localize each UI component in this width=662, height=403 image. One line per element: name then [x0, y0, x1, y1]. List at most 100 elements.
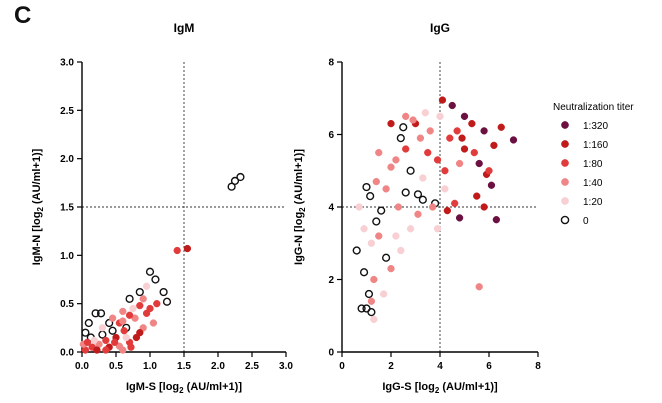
data-point — [360, 225, 368, 233]
panel-letter: C — [14, 2, 32, 29]
data-point — [367, 239, 376, 247]
data-point — [473, 192, 481, 200]
data-point — [394, 203, 403, 211]
data-point — [441, 167, 449, 175]
data-point — [110, 338, 119, 346]
data-point — [108, 314, 117, 322]
data-point — [441, 185, 449, 193]
data-point — [460, 112, 469, 121]
data-point — [490, 141, 498, 150]
data-point — [497, 123, 505, 131]
data-point — [382, 185, 390, 193]
y-axis-title: IgG-N [log2 (AU/ml+1)] — [293, 149, 307, 265]
data-point — [119, 317, 127, 325]
y-tick-label: 0 — [328, 348, 334, 359]
data-point — [159, 287, 168, 297]
data-point — [355, 203, 363, 211]
data-point — [438, 96, 447, 104]
data-point — [387, 163, 395, 171]
legend: Neutralization titer 1:320 1:160 1:80 1:40 1:… — [553, 102, 634, 227]
x-axis-title: IgM-S [log2 (AU/ml+1)] — [126, 381, 242, 395]
data-point — [352, 246, 361, 255]
x-tick-label: 6 — [486, 361, 492, 372]
data-point — [418, 195, 427, 204]
legend-marker — [561, 178, 569, 186]
data-point — [364, 289, 374, 299]
data-point — [230, 176, 240, 186]
data-point — [105, 318, 114, 328]
data-point — [419, 174, 427, 182]
data-point — [480, 127, 488, 135]
data-point — [401, 188, 410, 197]
data-point — [173, 246, 181, 255]
data-point — [392, 156, 400, 164]
data-point — [453, 127, 461, 135]
y-tick-label: 8 — [328, 58, 334, 69]
data-point — [151, 275, 160, 284]
data-point — [119, 346, 127, 354]
data-point — [162, 297, 172, 306]
data-point — [91, 309, 100, 318]
data-point — [455, 159, 464, 168]
y-tick-label: 0.5 — [60, 299, 74, 310]
x-axis-title: IgG-S [log2 (AU/ml+1)] — [382, 381, 498, 395]
data-point — [424, 148, 432, 157]
x-tick-label: 1.0 — [143, 361, 157, 372]
data-point — [446, 134, 454, 142]
data-point — [413, 190, 423, 199]
legend-marker — [560, 215, 570, 225]
y-tick-label: 6 — [328, 130, 334, 141]
data-point — [414, 210, 422, 218]
x-tick-label: 1.5 — [177, 361, 191, 372]
data-point — [183, 244, 192, 253]
data-point — [145, 267, 155, 276]
data-point — [406, 225, 415, 233]
data-point — [480, 203, 488, 211]
data-point — [426, 127, 434, 135]
chart-title: IgM — [174, 21, 195, 35]
data-point — [399, 123, 408, 132]
data-point — [406, 166, 415, 175]
data-point — [475, 283, 483, 291]
y-axis-title: IgM-N [log2 (AU/ml+1)] — [31, 148, 45, 265]
x-tick-label: 3.0 — [279, 361, 293, 372]
data-point — [402, 145, 410, 153]
data-point — [127, 343, 135, 351]
legend-marker — [561, 159, 569, 167]
data-point — [153, 300, 161, 308]
data-point — [362, 182, 371, 192]
data-point — [392, 232, 400, 240]
y-tick-label: 0.0 — [60, 348, 74, 359]
data-point — [402, 112, 410, 121]
data-point — [142, 282, 151, 290]
data-point — [433, 225, 442, 233]
data-point — [366, 192, 375, 201]
data-point — [370, 315, 378, 324]
data-point — [142, 309, 151, 317]
data-point — [102, 346, 110, 354]
data-point — [367, 308, 376, 317]
legend-label: 1:160 — [583, 140, 608, 151]
data-point — [227, 182, 236, 191]
data-point — [375, 148, 383, 157]
x-tick-label: 0.0 — [75, 361, 89, 372]
data-point — [396, 134, 405, 143]
legend-title: Neutralization titer — [553, 102, 634, 113]
data-point — [433, 156, 442, 164]
data-point — [90, 336, 98, 345]
legend-label: 1:40 — [583, 178, 603, 189]
legend-marker — [561, 197, 569, 205]
data-point — [129, 304, 137, 313]
data-point — [468, 119, 476, 128]
data-point — [119, 307, 127, 316]
data-point — [136, 329, 144, 337]
data-point — [387, 119, 395, 128]
data-point — [135, 287, 144, 297]
data-point — [382, 253, 391, 262]
data-point — [380, 290, 388, 298]
data-point — [370, 275, 378, 284]
data-point — [125, 294, 134, 303]
data-point — [409, 116, 417, 124]
legend-marker — [561, 140, 569, 148]
legend-label: 1:320 — [583, 121, 608, 132]
